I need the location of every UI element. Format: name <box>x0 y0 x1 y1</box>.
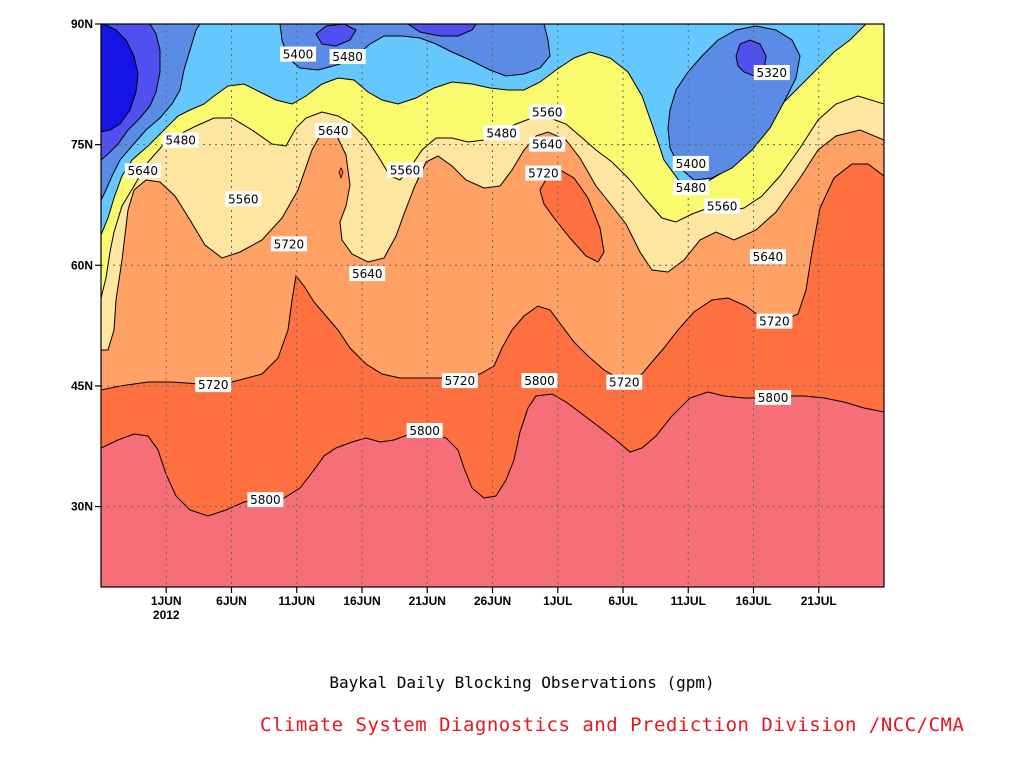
contour-label-bg-21 <box>521 373 558 389</box>
credit-line: Climate System Diagnostics and Predictio… <box>260 714 965 736</box>
contour-label-bg-24 <box>406 422 443 438</box>
contour-label-bg-9 <box>483 125 520 141</box>
y-tick-label-0: 30N <box>71 500 93 514</box>
band-5400 <box>101 24 801 201</box>
contour-label-19: 5720 <box>198 378 229 392</box>
grid-lines <box>101 24 884 587</box>
contour-label-bg-1 <box>329 48 366 64</box>
x-tick-label-4: 21JUN <box>409 594 446 608</box>
contour-label-bg-15 <box>672 180 709 196</box>
contour-label-bg-8 <box>349 266 386 282</box>
x-tick-label-10: 21JUL <box>801 594 837 608</box>
contour-label-14: 5400 <box>676 157 707 171</box>
band-5240 <box>101 24 139 133</box>
contour-label-10: 5560 <box>532 105 563 119</box>
contour-label-bg-2 <box>162 132 199 148</box>
contour-label-bg-7 <box>270 236 307 252</box>
x-tick-label-0: 1JUN <box>151 594 182 608</box>
contour-label-bg-3 <box>124 163 161 179</box>
contour-label-bg-20 <box>441 373 478 389</box>
x-year-label: 2012 <box>153 608 180 622</box>
contour-label-bg-12 <box>525 165 562 181</box>
contour-label-bg-19 <box>195 377 232 393</box>
x-tick-label-8: 11JUL <box>671 594 706 608</box>
contour-label-bg-18 <box>756 313 793 329</box>
contour-label-bg-14 <box>672 155 709 171</box>
contour-label-18: 5720 <box>759 315 790 329</box>
contour-label-24: 5800 <box>409 424 440 438</box>
contour-label-bg-0 <box>280 46 317 62</box>
contour-label-bg-22 <box>606 374 643 390</box>
contour-label-22: 5720 <box>609 376 640 390</box>
contour-label-25: 5800 <box>250 493 281 507</box>
contour-label-5: 5640 <box>318 124 349 138</box>
contour-label-bg-5 <box>315 122 352 138</box>
x-tick-label-3: 16JUN <box>343 594 380 608</box>
contour-label-8: 5640 <box>352 267 383 281</box>
band-tiny-spot <box>338 167 344 180</box>
contour-label-bg-23 <box>755 389 792 405</box>
y-tick-label-1: 45N <box>71 379 93 393</box>
x-tick-label-2: 11JUN <box>278 594 315 608</box>
contour-label-0: 5400 <box>283 48 314 62</box>
chart-caption: Baykal Daily Blocking Observations (gpm) <box>329 673 715 692</box>
contour-label-bg-11 <box>529 136 566 152</box>
contour-label-bg-16 <box>704 198 741 214</box>
contour-label-bg-25 <box>247 492 284 508</box>
contour-label-13: 5320 <box>756 66 787 80</box>
x-tick-label-5: 26JUN <box>474 594 511 608</box>
contour-label-16: 5560 <box>707 200 738 214</box>
band-5320 <box>101 24 767 161</box>
contour-label-21: 5800 <box>524 374 555 388</box>
contour-label-bg-4 <box>225 191 262 207</box>
x-axis: 1JUN 6JUN 11JUN 16JUN 21JUN 26JUN 1JUL 6JUL 11JU… <box>151 587 837 622</box>
x-tick-label-7: 6JUL <box>608 594 637 608</box>
contour-label-2: 5480 <box>165 134 196 148</box>
contour-label-1: 5480 <box>332 50 363 64</box>
y-axis: 30N 45N 60N 75N 90N <box>71 17 101 514</box>
contour-label-bg-10 <box>529 104 566 120</box>
contour-label-20: 5720 <box>445 374 476 388</box>
contour-label-bg-6 <box>387 162 424 178</box>
y-tick-label-2: 60N <box>71 258 93 272</box>
y-tick-label-3: 75N <box>71 138 93 152</box>
contour-label-9: 5480 <box>486 126 517 140</box>
contour-label-12: 5720 <box>528 167 559 181</box>
x-tick-label-1: 6JUN <box>216 594 247 608</box>
contour-label-17: 5640 <box>753 250 784 264</box>
x-tick-label-6: 1JUL <box>543 594 572 608</box>
contour-label-11: 5640 <box>532 138 563 152</box>
y-tick-label-4: 90N <box>71 17 93 31</box>
x-tick-label-9: 16JUL <box>735 594 771 608</box>
contour-label-layer: 5400 5480 5480 5640 5560 5640 5560 5720 5640 5480… <box>124 46 793 508</box>
contour-label-6: 5560 <box>390 163 421 177</box>
contour-label-4: 5560 <box>228 192 259 206</box>
contour-label-bg-17 <box>749 249 786 265</box>
contour-label-bg-13 <box>753 65 790 81</box>
contour-label-3: 5640 <box>127 164 158 178</box>
contour-label-23: 5800 <box>758 391 789 405</box>
contour-label-15: 5480 <box>676 181 707 195</box>
contour-label-7: 5720 <box>274 237 305 251</box>
